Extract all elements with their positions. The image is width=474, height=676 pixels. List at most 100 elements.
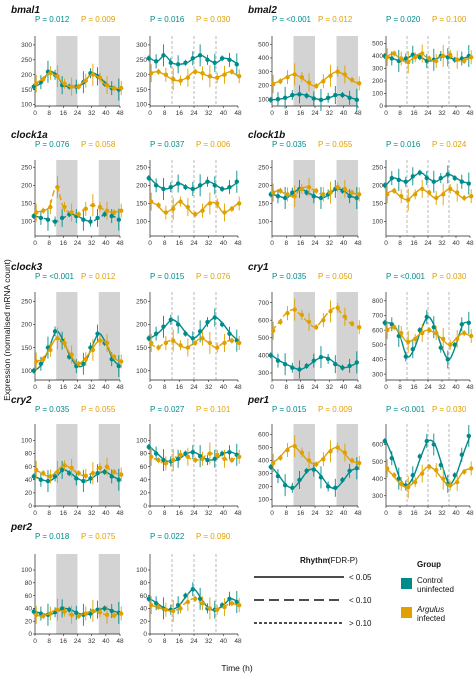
- y-tick-label: 20: [140, 490, 148, 497]
- data-point-infected: [193, 69, 198, 74]
- dark-phase-band: [293, 160, 315, 236]
- data-point-infected: [285, 74, 290, 80]
- y-tick-label: 100: [136, 368, 147, 375]
- data-point-control: [59, 606, 65, 611]
- data-point-infected: [111, 354, 117, 360]
- x-tick-label: 40: [452, 510, 460, 517]
- data-point-infected: [392, 325, 397, 330]
- data-point-infected: [420, 471, 425, 476]
- p-value-infected: P = 0.101: [196, 405, 231, 414]
- y-tick-label: 600: [258, 317, 269, 324]
- data-point-infected: [76, 613, 81, 619]
- y-tick-label: 400: [258, 353, 269, 360]
- p-value-infected: P = 0.030: [196, 15, 231, 24]
- x-tick-label: 32: [88, 110, 96, 117]
- x-tick-label: 48: [354, 110, 362, 117]
- data-point-control: [318, 97, 324, 103]
- data-point-infected: [69, 612, 74, 617]
- y-tick-label: 200: [258, 183, 269, 190]
- data-point-infected: [469, 55, 474, 60]
- data-point-control: [197, 183, 203, 188]
- data-point-control: [102, 469, 107, 475]
- data-point-infected: [41, 76, 46, 82]
- data-point-infected: [237, 603, 242, 608]
- data-point-control: [59, 215, 65, 221]
- data-point-control: [325, 356, 331, 362]
- data-point-control: [389, 56, 394, 61]
- data-point-infected: [292, 72, 297, 77]
- data-point-infected: [385, 327, 390, 333]
- p-value-infected: P = 0.009: [318, 405, 353, 414]
- data-point-infected: [392, 51, 397, 56]
- data-point-control: [396, 476, 401, 481]
- data-point-infected: [427, 190, 432, 195]
- data-point-infected: [104, 612, 110, 617]
- y-tick-label: 100: [136, 219, 147, 226]
- data-point-control: [95, 331, 100, 336]
- x-tick-label: 16: [297, 384, 305, 391]
- panel-per1-field: P = <0.001 P = 0.030 300 400 500 600 0 8 16 24 32 4…: [372, 405, 474, 517]
- data-point-infected: [215, 201, 220, 206]
- data-point-control: [347, 363, 352, 369]
- data-point-infected: [278, 79, 283, 84]
- data-point-infected: [299, 74, 305, 80]
- data-point-infected: [434, 330, 439, 336]
- x-tick-label: 32: [88, 510, 96, 517]
- y-tick-label: 150: [372, 201, 383, 208]
- x-tick-label: 40: [220, 510, 228, 517]
- panel-cry1-field: P = <0.001 P = 0.030 300 400 500 600 700 800 0 8 1…: [372, 272, 474, 391]
- y-tick-label: 300: [258, 69, 269, 76]
- y-tick-label: 200: [21, 72, 32, 79]
- x-tick-label: 0: [384, 510, 388, 517]
- data-point-control: [219, 186, 225, 192]
- x-tick-label: 24: [74, 110, 82, 117]
- p-value-infected: P = 0.055: [318, 140, 353, 149]
- x-tick-label: 40: [220, 384, 228, 391]
- data-point-control: [340, 477, 345, 483]
- y-tick-label: 600: [258, 432, 269, 439]
- y-tick-label: 200: [372, 183, 383, 190]
- data-point-infected: [306, 80, 312, 85]
- data-point-infected: [406, 60, 411, 65]
- data-point-infected: [385, 55, 390, 60]
- data-point-control: [52, 219, 58, 224]
- data-point-infected: [292, 443, 297, 449]
- p-value-infected: P = 0.009: [81, 15, 116, 24]
- data-point-control: [354, 466, 359, 471]
- data-point-control: [417, 55, 422, 60]
- data-point-infected: [149, 199, 154, 204]
- y-tick-label: 40: [140, 606, 148, 613]
- y-tick-label: 600: [372, 442, 383, 449]
- data-point-infected: [342, 314, 348, 319]
- data-point-infected: [399, 56, 404, 61]
- x-tick-label: 40: [452, 384, 460, 391]
- data-point-control: [382, 320, 387, 325]
- data-point-control: [59, 467, 65, 473]
- data-point-infected: [328, 309, 333, 314]
- x-tick-label: 24: [190, 240, 198, 247]
- data-point-control: [290, 92, 295, 98]
- data-point-control: [175, 603, 181, 608]
- data-point-infected: [321, 192, 326, 197]
- p-value-control: P = 0.016: [150, 15, 185, 24]
- data-point-control: [227, 596, 232, 601]
- p-value-infected: P = 0.012: [318, 15, 353, 24]
- data-point-control: [275, 358, 281, 363]
- data-point-infected: [76, 361, 81, 366]
- x-tick-label: 48: [354, 240, 362, 247]
- data-point-control: [205, 457, 210, 463]
- y-tick-label: 100: [21, 219, 32, 226]
- data-point-control: [304, 93, 309, 98]
- data-point-control: [175, 62, 181, 67]
- x-tick-label: 24: [311, 384, 319, 391]
- y-tick-label: 0: [28, 631, 32, 638]
- data-point-control: [52, 329, 58, 334]
- y-tick-label: 200: [258, 484, 269, 491]
- data-point-control: [282, 95, 288, 100]
- y-tick-label: 200: [21, 322, 32, 329]
- p-value-infected: P = 0.058: [81, 140, 116, 149]
- x-tick-label: 32: [438, 110, 446, 117]
- data-point-control: [438, 175, 443, 181]
- data-point-control: [431, 325, 436, 330]
